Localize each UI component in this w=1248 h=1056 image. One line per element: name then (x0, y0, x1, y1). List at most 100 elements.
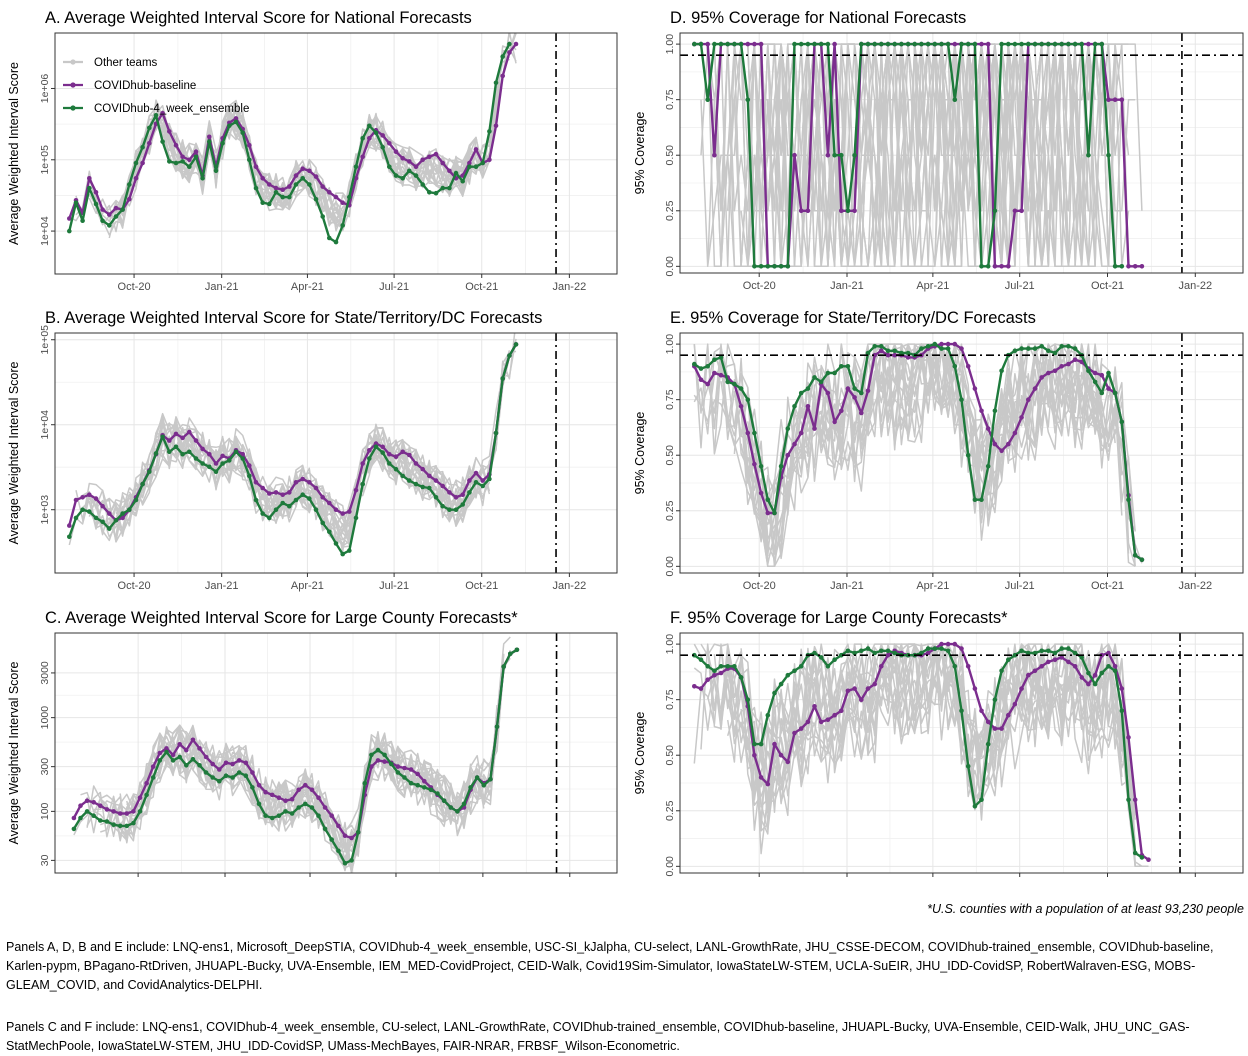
point-baseline (313, 485, 319, 491)
point-baseline (373, 441, 379, 446)
point-baseline (382, 759, 387, 764)
point-baseline (752, 41, 757, 47)
point-baseline (1099, 372, 1105, 378)
point-ensemble (1112, 668, 1118, 674)
point-ensemble (965, 764, 971, 769)
point-ensemble (985, 464, 991, 469)
point-ensemble (187, 164, 192, 169)
figure-canvas: Oct-20 Jan-21 Apr-21 Jul-21 Oct-21 Jan-22 1e+0… (7, 9, 1244, 877)
point-baseline (1072, 664, 1078, 669)
point-ensemble (832, 657, 837, 662)
point-ensemble (972, 497, 978, 503)
point-baseline (269, 792, 275, 798)
point-ensemble (1106, 664, 1111, 669)
point-baseline (865, 686, 871, 691)
point-ensemble (289, 811, 295, 816)
point-baseline (1032, 386, 1038, 391)
y-tick-label: 1e+05 (39, 325, 51, 355)
point-baseline (792, 441, 797, 447)
point-baseline (207, 134, 212, 140)
point-ensemble (460, 178, 466, 184)
point-ensemble (712, 668, 717, 674)
x-tick-label: Jul-21 (1005, 280, 1035, 292)
point-ensemble (513, 342, 519, 347)
point-baseline (1112, 97, 1118, 102)
point-ensemble (872, 41, 877, 47)
point-baseline (100, 207, 105, 212)
point-ensemble (107, 526, 112, 531)
point-baseline (1086, 41, 1091, 47)
point-ensemble (243, 773, 249, 778)
point-baseline (792, 152, 797, 158)
point-baseline (785, 759, 791, 765)
point-ensemble (313, 507, 319, 512)
point-ensemble (349, 858, 354, 863)
point-ensemble (210, 775, 215, 780)
point-ensemble (167, 159, 172, 164)
point-ensemble (798, 41, 804, 47)
x-tick-label: Apr-21 (291, 281, 324, 293)
point-ensemble (200, 461, 205, 466)
point-ensemble (170, 758, 176, 763)
point-ensemble (473, 164, 479, 169)
point-ensemble (979, 497, 984, 503)
point-baseline (979, 708, 984, 714)
point-ensemble (180, 451, 185, 457)
point-baseline (885, 352, 891, 358)
point-baseline (100, 503, 105, 509)
point-baseline (979, 41, 984, 47)
point-ensemble (1112, 390, 1118, 396)
point-baseline (718, 670, 724, 676)
point-baseline (84, 798, 90, 803)
point-baseline (187, 157, 192, 163)
point-baseline (220, 453, 225, 459)
point-ensemble (765, 497, 771, 503)
point-ensemble (107, 223, 112, 228)
point-baseline (180, 435, 185, 441)
panel-c: Oct-20Jan-21Apr-21Jul-21Oct-21Jan-223010… (7, 609, 618, 877)
point-ensemble (712, 357, 717, 363)
panel-title: F. 95% Coverage for Large County Forecas… (670, 609, 1008, 627)
y-tick-label: 100 (39, 802, 51, 820)
point-baseline (395, 764, 401, 769)
point-ensemble (87, 185, 92, 191)
point-ensemble (1072, 346, 1078, 351)
point-baseline (845, 386, 851, 391)
plot-area (71, 633, 558, 873)
point-ensemble (1019, 41, 1024, 47)
point-ensemble (798, 664, 804, 669)
x-tick-label: Oct-20 (743, 280, 776, 292)
point-baseline (289, 796, 295, 802)
point-ensemble (852, 152, 857, 158)
point-ensemble (785, 426, 791, 431)
x-tick-label: Jul-21 (379, 281, 409, 293)
y-tick-label: 1e+04 (39, 410, 51, 440)
point-baseline (825, 152, 831, 158)
point-ensemble (213, 168, 219, 174)
point-ensemble (738, 386, 744, 391)
point-baseline (453, 495, 459, 500)
point-ensemble (979, 797, 984, 802)
point-ensemble (329, 837, 335, 842)
panel-border (679, 32, 1244, 274)
point-baseline (93, 496, 99, 501)
point-ensemble (992, 208, 998, 214)
point-baseline (184, 747, 189, 753)
point-ensemble (447, 507, 452, 512)
point-ensemble (1092, 379, 1098, 385)
point-baseline (959, 646, 964, 651)
point-ensemble (360, 481, 366, 487)
point-baseline (985, 426, 991, 431)
point-ensemble (360, 136, 366, 141)
point-ensemble (247, 473, 252, 479)
point-ensemble (805, 41, 811, 47)
point-baseline (340, 511, 346, 516)
point-ensemble (367, 456, 372, 461)
point-baseline (698, 377, 704, 383)
point-baseline (167, 129, 172, 134)
point-baseline (965, 664, 971, 669)
point-ensemble (400, 176, 406, 181)
point-baseline (296, 787, 302, 793)
legend-label: COVIDhub-baseline (94, 80, 196, 92)
point-baseline (852, 686, 857, 691)
